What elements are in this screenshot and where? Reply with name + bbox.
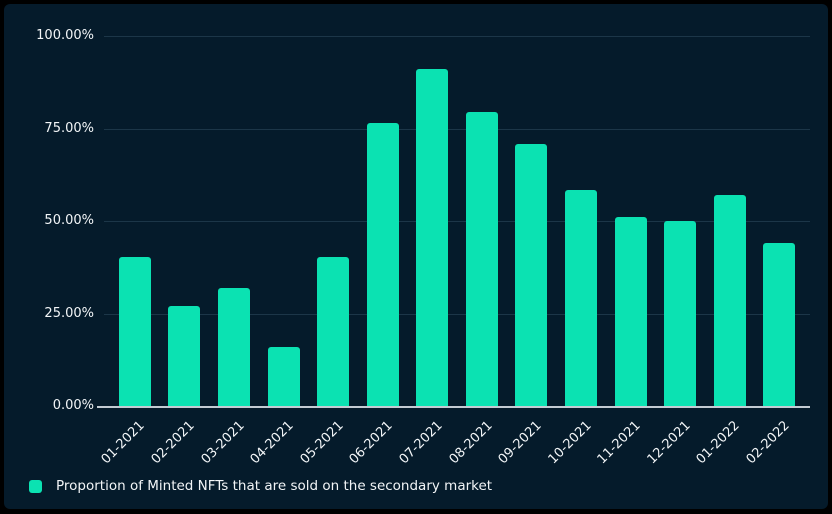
x-tick-label: 10-2021: [545, 418, 595, 468]
legend-swatch: [29, 479, 42, 493]
x-tick-label: 02-2022: [743, 418, 793, 468]
x-tick-label: 06-2021: [346, 418, 396, 468]
bar-slot: 12-2021: [644, 36, 705, 467]
x-tick-label: 09-2021: [495, 418, 545, 468]
x-tick-label: 11-2021: [594, 418, 644, 468]
x-tick-label: 05-2021: [297, 418, 347, 468]
bar-slot: 07-2021: [397, 36, 457, 467]
bar-09-2021[interactable]: [515, 143, 548, 406]
y-tick-label: 100.00%: [36, 28, 94, 43]
bar-01-2022[interactable]: [713, 195, 746, 406]
legend-label: Proportion of Minted NFTs that are sold …: [56, 478, 493, 494]
bar-slot: 09-2021: [496, 36, 557, 467]
bar-02-2022[interactable]: [763, 243, 796, 406]
gridline: [104, 221, 810, 222]
bar-01-2021[interactable]: [118, 257, 151, 406]
bar-12-2021[interactable]: [664, 220, 697, 406]
plot-area: 100.00% 75.00% 50.00% 25.00% 0.00% 01-2021 02…: [36, 28, 810, 467]
bar-08-2021[interactable]: [465, 111, 498, 406]
bar-05-2021[interactable]: [317, 257, 350, 406]
bar-slot: 02-2022: [744, 36, 805, 467]
y-tick-label: 0.00%: [52, 398, 94, 413]
chart-panel: 100.00% 75.00% 50.00% 25.00% 0.00% 01-2021 02…: [4, 4, 828, 509]
x-tick-label: 08-2021: [446, 418, 496, 468]
bar-slot: 11-2021: [595, 36, 656, 467]
bar-07-2021[interactable]: [416, 68, 449, 406]
bars-container: 01-2021 02-2021 03-2021 04-2021 05-2021 06-20…: [99, 36, 810, 467]
bar-slot: 06-2021: [347, 36, 408, 467]
bar-10-2021[interactable]: [564, 189, 597, 406]
bar-03-2021[interactable]: [217, 287, 250, 406]
gridline: [104, 36, 810, 37]
bar-slot: 04-2021: [248, 36, 309, 467]
bar-slot: 08-2021: [446, 36, 507, 467]
x-tick-label: 04-2021: [247, 418, 297, 468]
gridline: [104, 128, 810, 130]
x-axis-line: [97, 406, 810, 408]
x-tick-label: 12-2021: [644, 418, 694, 468]
gridline: [104, 313, 810, 315]
bar-slot: 01-2021: [99, 36, 160, 467]
y-tick-label: 25.00%: [44, 305, 94, 321]
y-tick-label: 50.00%: [44, 213, 94, 228]
bar-06-2021[interactable]: [366, 122, 399, 406]
x-tick-label: 01-2022: [694, 418, 744, 468]
bar-slot: 03-2021: [198, 36, 259, 467]
y-tick-label: 75.00%: [44, 120, 94, 136]
x-tick-label: 03-2021: [198, 418, 248, 468]
x-tick-label: 01-2021: [99, 418, 149, 468]
bar-slot: 02-2021: [149, 36, 210, 467]
x-tick-label: 02-2021: [148, 418, 198, 468]
bar-slot: 05-2021: [297, 36, 358, 467]
bar-11-2021[interactable]: [614, 217, 647, 406]
bar-04-2021[interactable]: [267, 347, 300, 406]
x-tick-label: 07-2021: [396, 418, 446, 468]
bar-slot: 10-2021: [545, 36, 606, 467]
bar-02-2021[interactable]: [168, 306, 201, 406]
legend-item[interactable]: Proportion of Minted NFTs that are sold …: [29, 478, 492, 494]
bar-slot: 01-2022: [694, 36, 755, 467]
